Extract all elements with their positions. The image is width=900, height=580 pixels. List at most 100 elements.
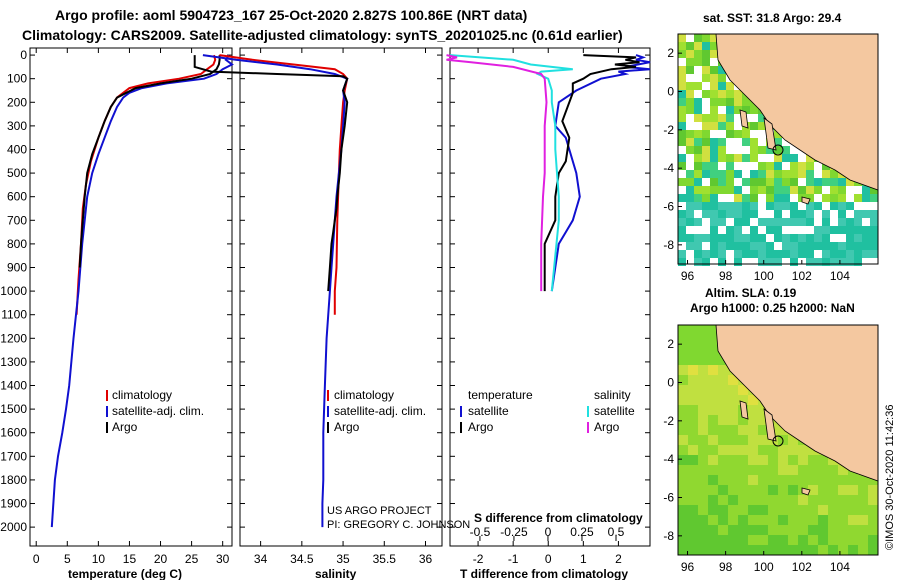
sla-pixel: [788, 505, 798, 515]
sst-pixel: [702, 34, 710, 42]
sst-pixel: [710, 194, 718, 202]
sst-pixel: [774, 218, 782, 226]
sla-pixel: [698, 445, 708, 455]
sla-pixel: [768, 495, 778, 505]
sla-pixel: [818, 515, 828, 525]
sst-pixel: [758, 258, 766, 266]
sst-pixel: [718, 66, 726, 74]
sla-pixel: [708, 345, 718, 355]
sst-pixel: [694, 130, 702, 138]
sst-pixel: [742, 106, 750, 114]
sla-pixel: [698, 435, 708, 445]
sla-pixel: [808, 535, 818, 545]
sla-pixel: [698, 385, 708, 395]
sst-pixel: [750, 154, 758, 162]
sla-pixel: [678, 435, 688, 445]
sla-pixel: [738, 445, 748, 455]
sst-pixel: [750, 178, 758, 186]
sst-pixel: [838, 242, 846, 250]
sst-pixel: [686, 50, 694, 58]
sst-pixel: [686, 178, 694, 186]
sst-pixel: [790, 210, 798, 218]
sst-pixel: [718, 154, 726, 162]
sst-pixel: [750, 146, 758, 154]
top-map-title: sat. SST: 31.8 Argo: 29.4: [703, 11, 842, 25]
sla-pixel: [798, 545, 808, 555]
sla-pixel: [728, 435, 738, 445]
sla-pixel: [698, 335, 708, 345]
sst-pixel: [814, 234, 822, 242]
sst-pixel: [718, 218, 726, 226]
sla-pixel: [718, 445, 728, 455]
sla-pixel: [748, 475, 758, 485]
sla-pixel: [688, 335, 698, 345]
sst-pixel: [702, 74, 710, 82]
sst-pixel: [686, 42, 694, 50]
map-xtick-label: 104: [830, 269, 850, 283]
sst-pixel: [686, 90, 694, 98]
sst-pixel: [758, 114, 766, 122]
sst-pixel: [718, 114, 726, 122]
sla-pixel: [718, 375, 728, 385]
sst-pixel: [774, 210, 782, 218]
sst-pixel: [694, 114, 702, 122]
sst-pixel: [750, 170, 758, 178]
sla-pixel: [738, 515, 748, 525]
depth-tick-label: 1600: [0, 426, 27, 440]
sst-pixel: [750, 234, 758, 242]
sst-pixel: [750, 250, 758, 258]
map-xtick-label: 96: [681, 560, 695, 574]
salinity-legend: climatology satellite-adj. clim. Argo: [327, 388, 426, 434]
bottom-map: [677, 324, 879, 556]
sla-pixel: [718, 405, 728, 415]
sla-pixel: [688, 385, 698, 395]
sst-pixel: [814, 258, 822, 266]
sla-pixel: [678, 405, 688, 415]
sst-pixel: [870, 242, 878, 250]
sla-pixel: [808, 475, 818, 485]
sla-pixel: [698, 545, 708, 555]
sst-pixel: [766, 242, 774, 250]
sst-pixel: [838, 178, 846, 186]
sla-pixel: [678, 465, 688, 475]
difference-s-xticks: -0.5 -0.25 0 0.25 0.5: [470, 525, 625, 541]
sla-pixel: [678, 325, 688, 335]
depth-tick-label: 1400: [0, 379, 27, 393]
sst-pixel: [750, 122, 758, 130]
sst-pixel: [854, 234, 862, 242]
sla-pixel: [738, 395, 748, 405]
sla-pixel: [748, 455, 758, 465]
sla-pixel: [788, 535, 798, 545]
sst-pixel: [686, 202, 694, 210]
sla-pixel: [678, 365, 688, 375]
sla-pixel: [788, 465, 798, 475]
sla-pixel: [678, 335, 688, 345]
sla-pixel: [798, 495, 808, 505]
sla-pixel: [708, 335, 718, 345]
sla-pixel: [788, 515, 798, 525]
sla-pixel: [858, 535, 868, 545]
sst-pixel: [710, 162, 718, 170]
sst-pixel: [838, 202, 846, 210]
sst-pixel: [870, 194, 878, 202]
sst-pixel: [750, 242, 758, 250]
sla-pixel: [698, 505, 708, 515]
sla-pixel: [858, 525, 868, 535]
sla-pixel: [848, 525, 858, 535]
sla-pixel: [838, 545, 848, 555]
bottom-map-land-sumatra: [715, 324, 879, 482]
sst-pixel: [846, 202, 854, 210]
sst-pixel: [870, 226, 878, 234]
sla-pixel: [688, 545, 698, 555]
sst-pixel: [678, 194, 686, 202]
sst-pixel: [758, 122, 766, 130]
sst-pixel: [774, 194, 782, 202]
sst-pixel: [678, 66, 686, 74]
sla-pixel: [688, 375, 698, 385]
map-xtick-label: 102: [792, 269, 812, 283]
xtick-label: 34.5: [290, 552, 314, 566]
sst-pixel: [734, 218, 742, 226]
sst-pixel: [758, 170, 766, 178]
sst-pixel: [686, 210, 694, 218]
